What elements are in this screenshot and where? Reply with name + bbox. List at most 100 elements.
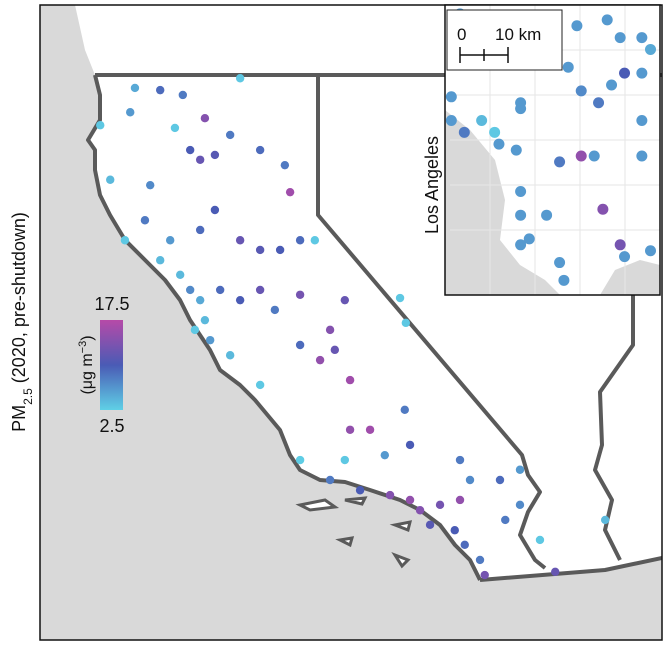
inset-sensor-dot [476,114,488,126]
inset-sensor-dot [645,245,657,257]
unit-superscript: −3 [77,341,89,354]
inset-sensor-dot [515,239,527,251]
inset-sensor-dot [510,144,522,156]
sensor-dot [535,535,545,545]
sensor-dot [170,123,180,133]
colorbar-unit: (μg m−3) [77,335,96,394]
inset-sensor-dot [493,138,505,150]
y-axis-label: PM2.5 (2020, pre-shutdown) [9,212,35,432]
sensor-dot [185,285,195,295]
sensor-dot [235,236,245,245]
inset-sensor-dot [562,61,574,73]
sensor-dot [285,187,295,197]
sensor-dot [450,526,459,535]
sensor-dot [515,500,525,510]
inset-sensor-dot [541,209,553,221]
inset-sensor-dot [606,79,618,91]
mexico [480,558,662,640]
sensor-dot [325,475,335,485]
inset-sensor-dot [636,32,648,44]
islands [295,496,413,569]
sensor-dot [255,285,265,295]
inset: 0 10 km Los Angeles [422,4,661,296]
sensor-dot [96,121,105,130]
inset-label: Los Angeles [422,136,442,234]
sensor-dot [425,520,435,530]
coastline [86,74,482,581]
inset-sensor-dot [636,150,648,162]
sensor-dot [120,236,130,245]
sensor-dot [225,130,235,140]
inset-sensor-dot [554,257,566,269]
inset-sensor-dot [515,209,527,221]
inset-sensor-dot [515,103,527,115]
scale-box [446,9,563,71]
inset-sensor-dot [619,67,631,79]
sensor-dot [401,318,411,328]
sensor-dot [255,145,265,155]
sensor-dot [210,150,220,160]
sensor-dot [395,293,405,303]
inset-sensor-dot [636,114,648,126]
sensor-dot [140,216,150,225]
inset-sensor-dot [445,91,457,103]
inset-ocean [445,110,660,295]
sensor-dot [270,305,280,315]
inset-sensor-dot [588,150,600,162]
sensor-dot [165,236,175,245]
sensor-dot [345,425,355,434]
map-frame [39,4,663,641]
sensor-dot [325,325,335,335]
sensor-dot [435,500,445,510]
sensor-dot [295,340,305,350]
sensor-dot [295,290,305,299]
sensor-dot [405,440,415,450]
label-rest: (2020, pre-shutdown) [9,212,29,388]
inset-sensor-dot [614,239,626,251]
sensor-dot [385,490,395,500]
sensor-layer [96,74,610,580]
unit-close: ) [79,335,96,340]
colorbar-tick-label: 2.5 [99,416,124,436]
sensor-dot [106,175,115,184]
sensor-dot [178,90,188,100]
colorbar-tick-label: 17.5 [94,294,129,314]
inset-sensor-dot [636,67,648,79]
sensor-dot [515,465,525,474]
inset-sensor-dot [597,203,609,215]
sensor-dot [365,425,375,434]
inset-sensor-dot [554,156,566,168]
sensor-dot [315,355,325,365]
colorbar-gradient [100,320,123,410]
inset-sensor-dot [571,20,583,32]
sensor-dot [200,114,210,123]
label-subscript: 2.5 [21,388,35,405]
inset-sensor-dot [515,186,527,198]
sensor-dot [195,155,205,164]
sensor-dot [600,515,610,525]
inset-frame [444,4,661,296]
sensor-dot [480,570,489,580]
scale-start: 0 [457,25,466,44]
inset-sensor-dot [601,14,613,26]
inset-sensor-dot [458,126,470,138]
sensor-dot [190,325,200,335]
sensor-dot [130,83,140,93]
scale-bar [459,47,509,63]
inset-sensor-dot [523,233,535,245]
sensor-dot [205,335,215,345]
label-main: PM [9,405,29,432]
sensor-dot [330,345,340,355]
sensor-dot [210,205,220,215]
inset-sensor-dot [489,126,501,138]
inset-sensor-dot [575,150,587,162]
inset-sensor-dot [645,43,657,55]
sensor-dot [235,74,245,83]
sensor-dot [195,225,205,235]
sensor-dot [495,475,505,485]
sensor-dot [455,495,465,505]
sensor-dot [126,108,135,117]
sensor-dot [185,145,195,155]
